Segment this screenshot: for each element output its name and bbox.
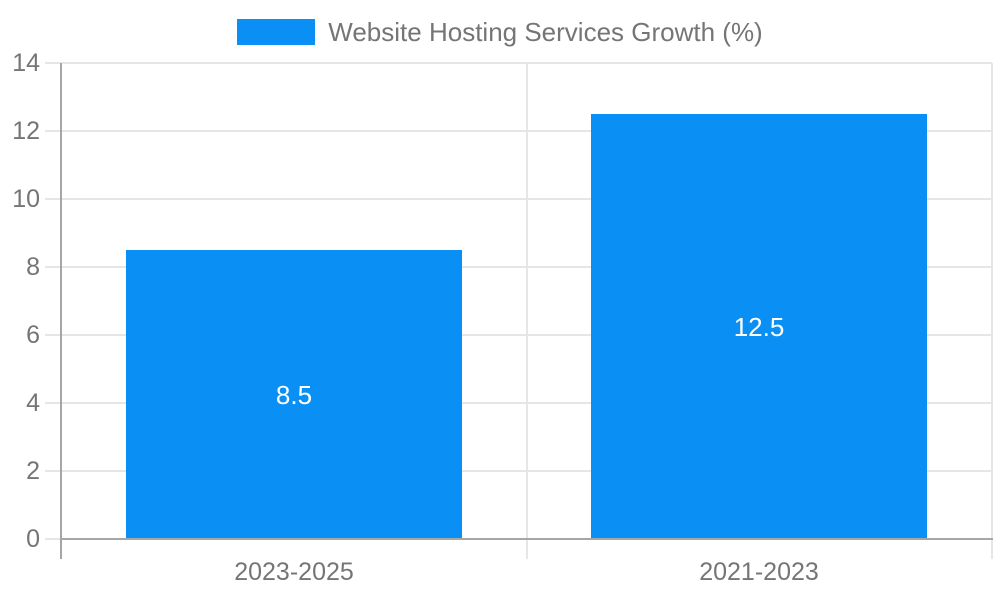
y-tick	[45, 130, 61, 132]
legend-label: Website Hosting Services Growth (%)	[328, 17, 763, 47]
y-tick-label: 4	[26, 389, 40, 417]
y-tick	[45, 198, 61, 200]
y-tick-label: 14	[12, 49, 40, 77]
bar-value-label: 12.5	[733, 312, 785, 342]
y-tick	[45, 62, 61, 64]
y-tick	[45, 334, 61, 336]
bar	[126, 250, 462, 538]
y-tick	[45, 470, 61, 472]
x-category-label: 2021-2023	[699, 558, 819, 586]
y-tick-label: 0	[26, 525, 40, 553]
y-tick	[45, 266, 61, 268]
y-tick-label: 12	[12, 117, 40, 145]
y-tick-label: 2	[26, 457, 40, 485]
y-tick-label: 6	[26, 321, 40, 349]
category-separator-gridline	[525, 63, 528, 559]
x-axis-line	[60, 538, 993, 540]
y-tick	[45, 538, 61, 540]
bar-value-label: 8.5	[275, 380, 313, 410]
y-tick-label: 8	[26, 253, 40, 281]
plot-right-border	[991, 63, 993, 559]
y-tick-label: 10	[12, 185, 40, 213]
legend: Website Hosting Services Growth (%)	[0, 19, 1000, 45]
bar	[591, 114, 927, 538]
x-category-label: 2023-2025	[234, 558, 354, 586]
legend-swatch	[237, 19, 316, 45]
y-axis-line	[60, 63, 62, 559]
y-tick	[45, 402, 61, 404]
